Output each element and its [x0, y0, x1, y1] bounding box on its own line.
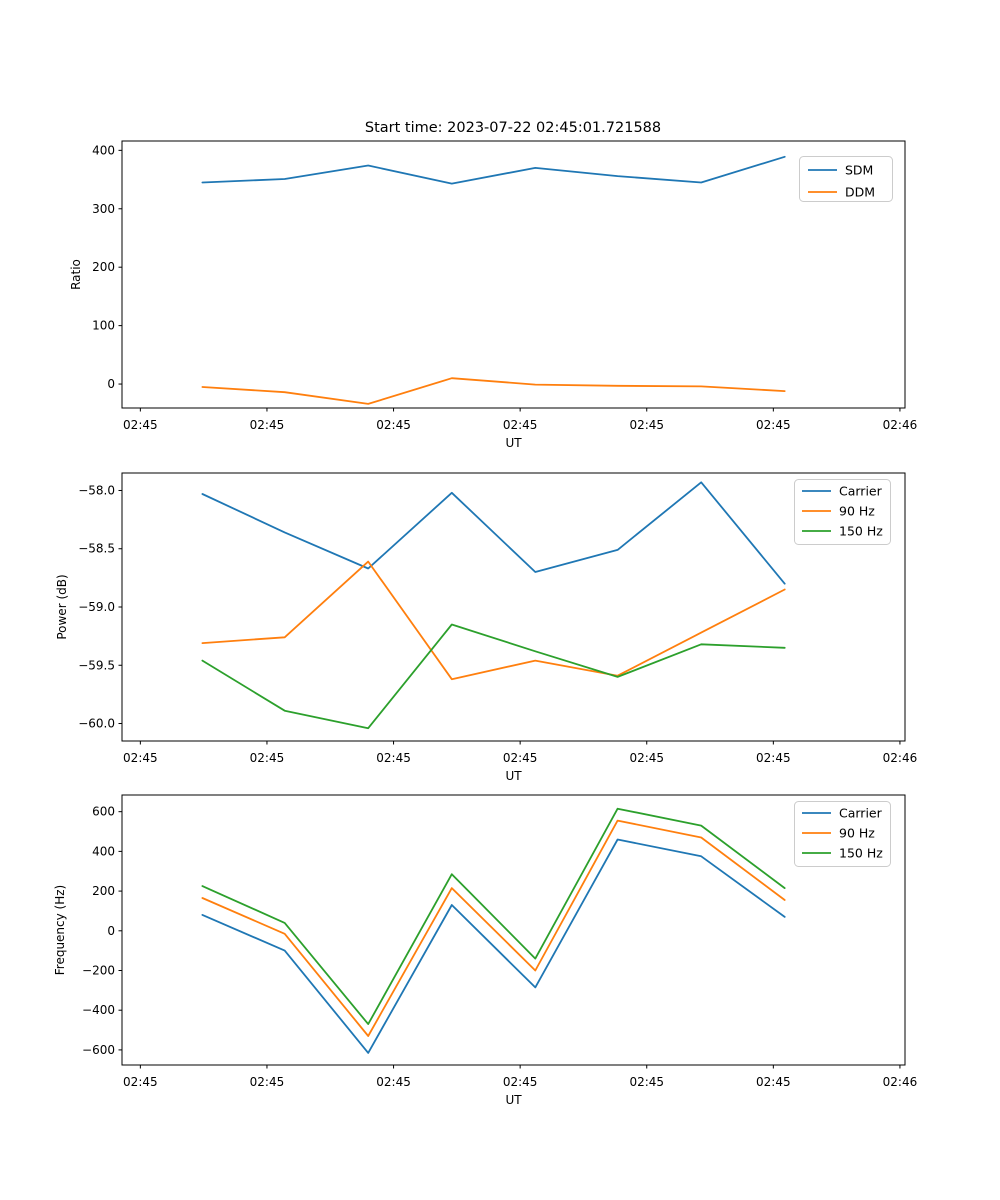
legend-label: Carrier: [839, 484, 883, 499]
series-line-150-hz: [201, 623, 786, 730]
figure-title: Start time: 2023-07-22 02:45:01.721588: [365, 120, 661, 136]
x-tick-label: 02:45: [756, 1075, 791, 1089]
y-tick-label: 200: [92, 260, 115, 274]
x-tick-label: 02:45: [756, 418, 791, 432]
series-line-carrier: [201, 481, 786, 585]
x-tick-label: 02:45: [376, 418, 411, 432]
y-tick-label: 400: [92, 844, 115, 858]
y-tick-label: −59.5: [78, 658, 115, 672]
series-line-150-hz: [201, 807, 786, 1025]
x-tick-label: 02:45: [123, 1075, 158, 1089]
x-tick-label: 02:45: [629, 418, 664, 432]
legend: Carrier 90 Hz 150 Hz: [794, 801, 891, 867]
legend-label: Carrier: [839, 806, 883, 821]
subplot-power-db: 02:45 02:45 02:45 02:45 02:45 02:45 02:46 −60.0…: [55, 472, 918, 783]
x-tick-label: 02:46: [883, 418, 918, 432]
y-tick-label: 600: [92, 805, 115, 819]
legend-entry-150-hz: 150 Hz: [802, 524, 883, 539]
legend-label: SDM: [845, 163, 873, 178]
subplots-group: 02:45 02:45 02:45 02:45 02:45 02:45 02:46 0 100 2…: [53, 140, 918, 1107]
legend-box: [799, 156, 893, 202]
x-tick-label: 02:45: [756, 751, 791, 765]
y-tick-label: −600: [82, 1043, 115, 1057]
legend-label: 150 Hz: [839, 524, 883, 539]
legend-entry-90-hz: 90 Hz: [802, 504, 875, 519]
subplot-frequency-hz: 02:45 02:45 02:45 02:45 02:45 02:45 02:46 −600 −…: [53, 794, 918, 1107]
legend-label: 90 Hz: [839, 826, 875, 841]
x-tick-label: 02:45: [376, 751, 411, 765]
y-tick-label: 200: [92, 884, 115, 898]
legend: Carrier 90 Hz 150 Hz: [794, 479, 891, 545]
x-tick-label: 02:45: [376, 1075, 411, 1089]
y-axis-label: Ratio: [69, 259, 83, 290]
subplot-ratio: 02:45 02:45 02:45 02:45 02:45 02:45 02:46 0 100 2…: [69, 140, 918, 450]
legend: SDM DDM: [799, 156, 893, 202]
x-tick-label: 02:45: [250, 1075, 285, 1089]
y-tick-label: −58.5: [78, 542, 115, 556]
series-line-carrier: [201, 838, 786, 1054]
legend-label: 150 Hz: [839, 846, 883, 861]
x-tick-label: 02:45: [123, 751, 158, 765]
axes-border: [121, 472, 906, 742]
legend-entry-carrier: Carrier: [802, 484, 883, 499]
x-tick-label: 02:45: [629, 751, 664, 765]
y-tick-label: −400: [82, 1003, 115, 1017]
x-tick-label: 02:45: [123, 418, 158, 432]
x-tick-label: 02:45: [629, 1075, 664, 1089]
legend-label: 90 Hz: [839, 504, 875, 519]
x-axis-label: UT: [505, 436, 522, 450]
y-tick-label: 300: [92, 202, 115, 216]
series-line-ddm: [201, 377, 786, 405]
y-tick-label: 0: [107, 924, 115, 938]
x-tick-label: 02:45: [503, 751, 538, 765]
y-tick-label: −200: [82, 964, 115, 978]
series-line-90-hz: [201, 819, 786, 1037]
legend-entry-carrier: Carrier: [802, 806, 883, 821]
y-tick-label: −59.0: [78, 600, 115, 614]
x-tick-label: 02:45: [250, 751, 285, 765]
axes-border: [121, 794, 906, 1066]
series-line-sdm: [201, 155, 786, 185]
x-tick-label: 02:45: [503, 1075, 538, 1089]
y-tick-label: 100: [92, 319, 115, 333]
legend-entry-150-hz: 150 Hz: [802, 846, 883, 861]
x-tick-label: 02:45: [503, 418, 538, 432]
legend-entry-ddm: DDM: [808, 185, 875, 200]
y-tick-label: 400: [92, 143, 115, 157]
y-tick-label: 0: [107, 377, 115, 391]
y-tick-label: −58.0: [78, 483, 115, 497]
y-axis-label: Power (dB): [55, 574, 69, 639]
x-axis-label: UT: [505, 769, 522, 783]
series-line-90-hz: [201, 560, 786, 681]
axes-border: [121, 140, 906, 409]
x-axis-label: UT: [505, 1093, 522, 1107]
legend-label: DDM: [845, 185, 875, 200]
legend-entry-90-hz: 90 Hz: [802, 826, 875, 841]
x-tick-label: 02:45: [250, 418, 285, 432]
legend-box: [794, 479, 891, 545]
legend-box: [794, 801, 891, 867]
y-tick-label: −60.0: [78, 717, 115, 731]
x-tick-label: 02:46: [883, 1075, 918, 1089]
x-tick-label: 02:46: [883, 751, 918, 765]
legend-entry-sdm: SDM: [808, 163, 873, 178]
y-axis-label: Frequency (Hz): [53, 885, 67, 976]
